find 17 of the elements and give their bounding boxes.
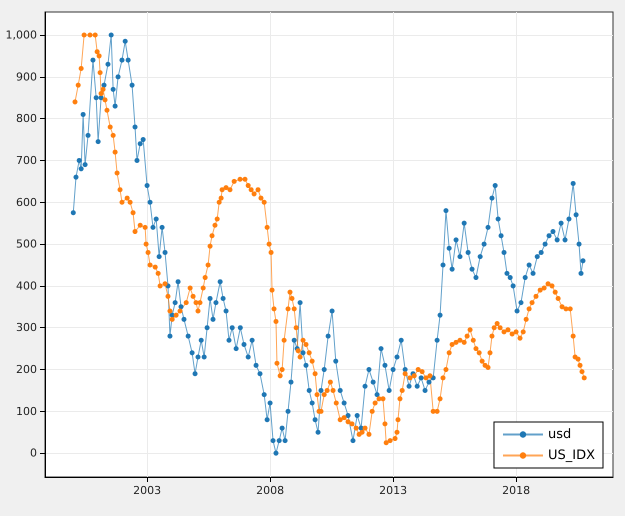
y-tick-label: 0 [30, 446, 37, 460]
legend-label: usd [548, 427, 572, 442]
x-tick-label: 2003 [133, 484, 162, 497]
y-tick-label: 600 [16, 196, 37, 209]
y-tick-label: 900 [16, 70, 37, 84]
y-tick-label: 1,000 [6, 28, 37, 42]
y-tick-label: 700 [16, 154, 37, 167]
x-tick-label: 2008 [256, 484, 284, 497]
y-tick-label: 300 [16, 321, 37, 334]
x-tick-label: 2013 [379, 484, 408, 497]
y-tick-label: 500 [16, 238, 37, 251]
x-tick-label: 2018 [502, 484, 530, 497]
y-tick-label: 100 [16, 404, 37, 418]
legend-label: US_IDX [548, 448, 596, 463]
y-tick-label: 200 [16, 363, 37, 376]
y-tick-label: 800 [16, 112, 37, 126]
y-tick-label: 400 [16, 279, 37, 292]
